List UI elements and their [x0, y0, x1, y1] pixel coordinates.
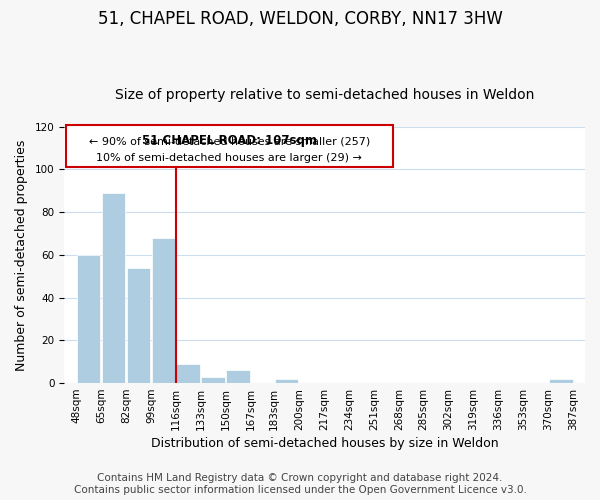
- FancyBboxPatch shape: [66, 124, 393, 168]
- Bar: [101, 193, 125, 383]
- Bar: [275, 379, 298, 383]
- Text: 10% of semi-detached houses are larger (29) →: 10% of semi-detached houses are larger (…: [97, 153, 362, 163]
- Bar: [549, 379, 572, 383]
- Bar: [226, 370, 250, 383]
- Text: 51, CHAPEL ROAD, WELDON, CORBY, NN17 3HW: 51, CHAPEL ROAD, WELDON, CORBY, NN17 3HW: [98, 10, 502, 28]
- Bar: [77, 255, 100, 383]
- Bar: [127, 268, 151, 383]
- Bar: [176, 364, 200, 383]
- Text: 51 CHAPEL ROAD: 107sqm: 51 CHAPEL ROAD: 107sqm: [142, 134, 317, 147]
- Text: ← 90% of semi-detached houses are smaller (257): ← 90% of semi-detached houses are smalle…: [89, 136, 370, 146]
- Bar: [152, 238, 175, 383]
- Y-axis label: Number of semi-detached properties: Number of semi-detached properties: [15, 139, 28, 370]
- Title: Size of property relative to semi-detached houses in Weldon: Size of property relative to semi-detach…: [115, 88, 535, 102]
- X-axis label: Distribution of semi-detached houses by size in Weldon: Distribution of semi-detached houses by …: [151, 437, 499, 450]
- Bar: [202, 376, 225, 383]
- Text: Contains HM Land Registry data © Crown copyright and database right 2024.
Contai: Contains HM Land Registry data © Crown c…: [74, 474, 526, 495]
